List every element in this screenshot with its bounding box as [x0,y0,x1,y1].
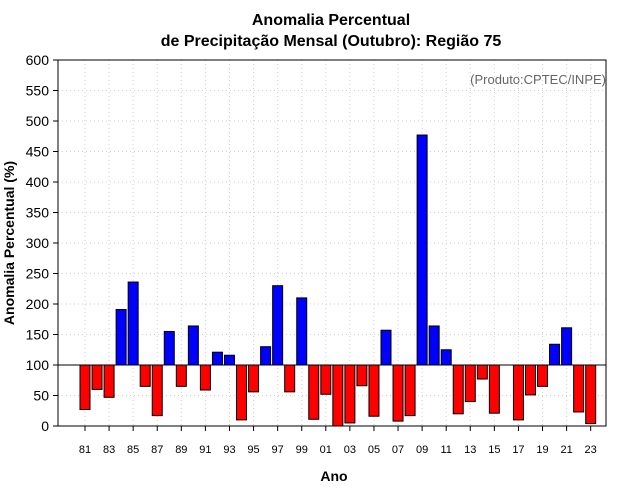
bar-17 [512,364,524,421]
bar-90 [187,325,199,366]
x-tick-label: 99 [296,444,308,456]
bar-85 [127,281,139,366]
bar-84 [115,308,127,366]
bar-83 [103,364,115,398]
bar-18 [524,364,536,396]
bar-02 [332,364,344,427]
bar-93 [223,354,235,366]
x-tick-label: 21 [560,444,572,456]
x-tick-label: 87 [151,444,163,456]
bar-92 [211,351,223,366]
bar-86 [139,364,151,387]
chart-title-line1: Anomalia Percentual [252,12,410,29]
bar-13 [464,364,476,403]
bar-06 [380,329,392,366]
chart-title-line2: de Precipitação Mensal (Outubro): Região… [161,33,502,50]
x-axis: 81 83 85 87 89 91 93 95 97 99 01 03 05 07 09 11 13 15 17 19… [79,426,597,456]
bar-08 [404,364,416,417]
x-tick-label: 03 [344,444,356,456]
x-tick-label: 91 [199,444,211,456]
bar-12 [452,364,464,415]
bar-88 [163,330,175,366]
x-axis-label: Ano [320,468,347,484]
bar-21 [561,327,573,366]
bar-19 [537,364,549,387]
y-tick-label: 400 [26,174,50,190]
x-tick-label: 07 [392,444,404,456]
y-tick-label: 550 [26,83,50,99]
x-tick-label: 95 [247,444,259,456]
x-tick-label: 81 [79,444,91,456]
y-tick-label: 0 [41,418,49,434]
y-tick-label: 450 [26,144,50,160]
bar-96 [260,346,272,366]
bar-89 [175,364,187,387]
y-tick-label: 350 [26,205,50,221]
bar-20 [549,343,561,366]
bar-94 [236,364,248,421]
y-tick-label: 600 [26,52,50,68]
bar-95 [248,364,260,393]
y-tick-label: 500 [26,113,50,129]
x-tick-label: 13 [464,444,476,456]
bar-23 [585,364,597,425]
bar-03 [344,364,356,424]
bar-11 [440,349,452,366]
y-axis-label: Anomalia Percentual (%) [1,161,17,325]
bar-01 [320,364,332,395]
bar-04 [356,364,368,387]
credit-label: (Produto:CPTEC/INPE) [470,72,606,87]
x-tick-label: 09 [416,444,428,456]
bar-00 [308,364,320,420]
x-tick-label: 85 [127,444,139,456]
bar-82 [91,364,103,390]
bar-87 [151,364,163,417]
x-tick-label: 15 [488,444,500,456]
bar-81 [79,364,91,411]
y-axis: 0 50 100 150 200 250 300 350 400 450 500 550 600 [26,52,58,434]
bar-09 [416,134,428,366]
bar-22 [573,364,585,413]
y-tick-label: 50 [33,388,49,404]
x-tick-label: 89 [175,444,187,456]
bars [79,134,597,427]
y-tick-label: 300 [26,235,50,251]
x-tick-label: 19 [536,444,548,456]
bar-97 [272,285,284,366]
x-tick-label: 05 [368,444,380,456]
y-tick-label: 100 [26,357,50,373]
bar-15 [488,364,500,414]
bar-07 [392,364,404,422]
x-tick-label: 17 [512,444,524,456]
bar-05 [368,364,380,417]
bar-98 [284,364,296,393]
x-tick-label: 93 [223,444,235,456]
bar-10 [428,325,440,366]
x-tick-label: 01 [320,444,332,456]
x-tick-label: 11 [440,444,451,456]
y-tick-label: 150 [26,327,50,343]
x-tick-label: 97 [272,444,284,456]
y-tick-label: 250 [26,266,50,282]
x-tick-label: 23 [585,444,597,456]
bar-14 [476,364,488,380]
bar-99 [296,297,308,366]
y-tick-label: 200 [26,296,50,312]
bar-91 [199,364,211,391]
x-tick-label: 83 [103,444,115,456]
